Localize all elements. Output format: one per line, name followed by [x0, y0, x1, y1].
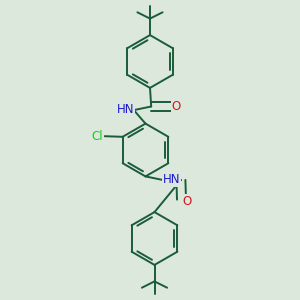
Text: HN: HN	[117, 103, 134, 116]
Text: O: O	[172, 100, 181, 113]
Text: Cl: Cl	[91, 130, 103, 143]
Text: O: O	[182, 195, 191, 208]
Text: HN: HN	[163, 173, 180, 186]
